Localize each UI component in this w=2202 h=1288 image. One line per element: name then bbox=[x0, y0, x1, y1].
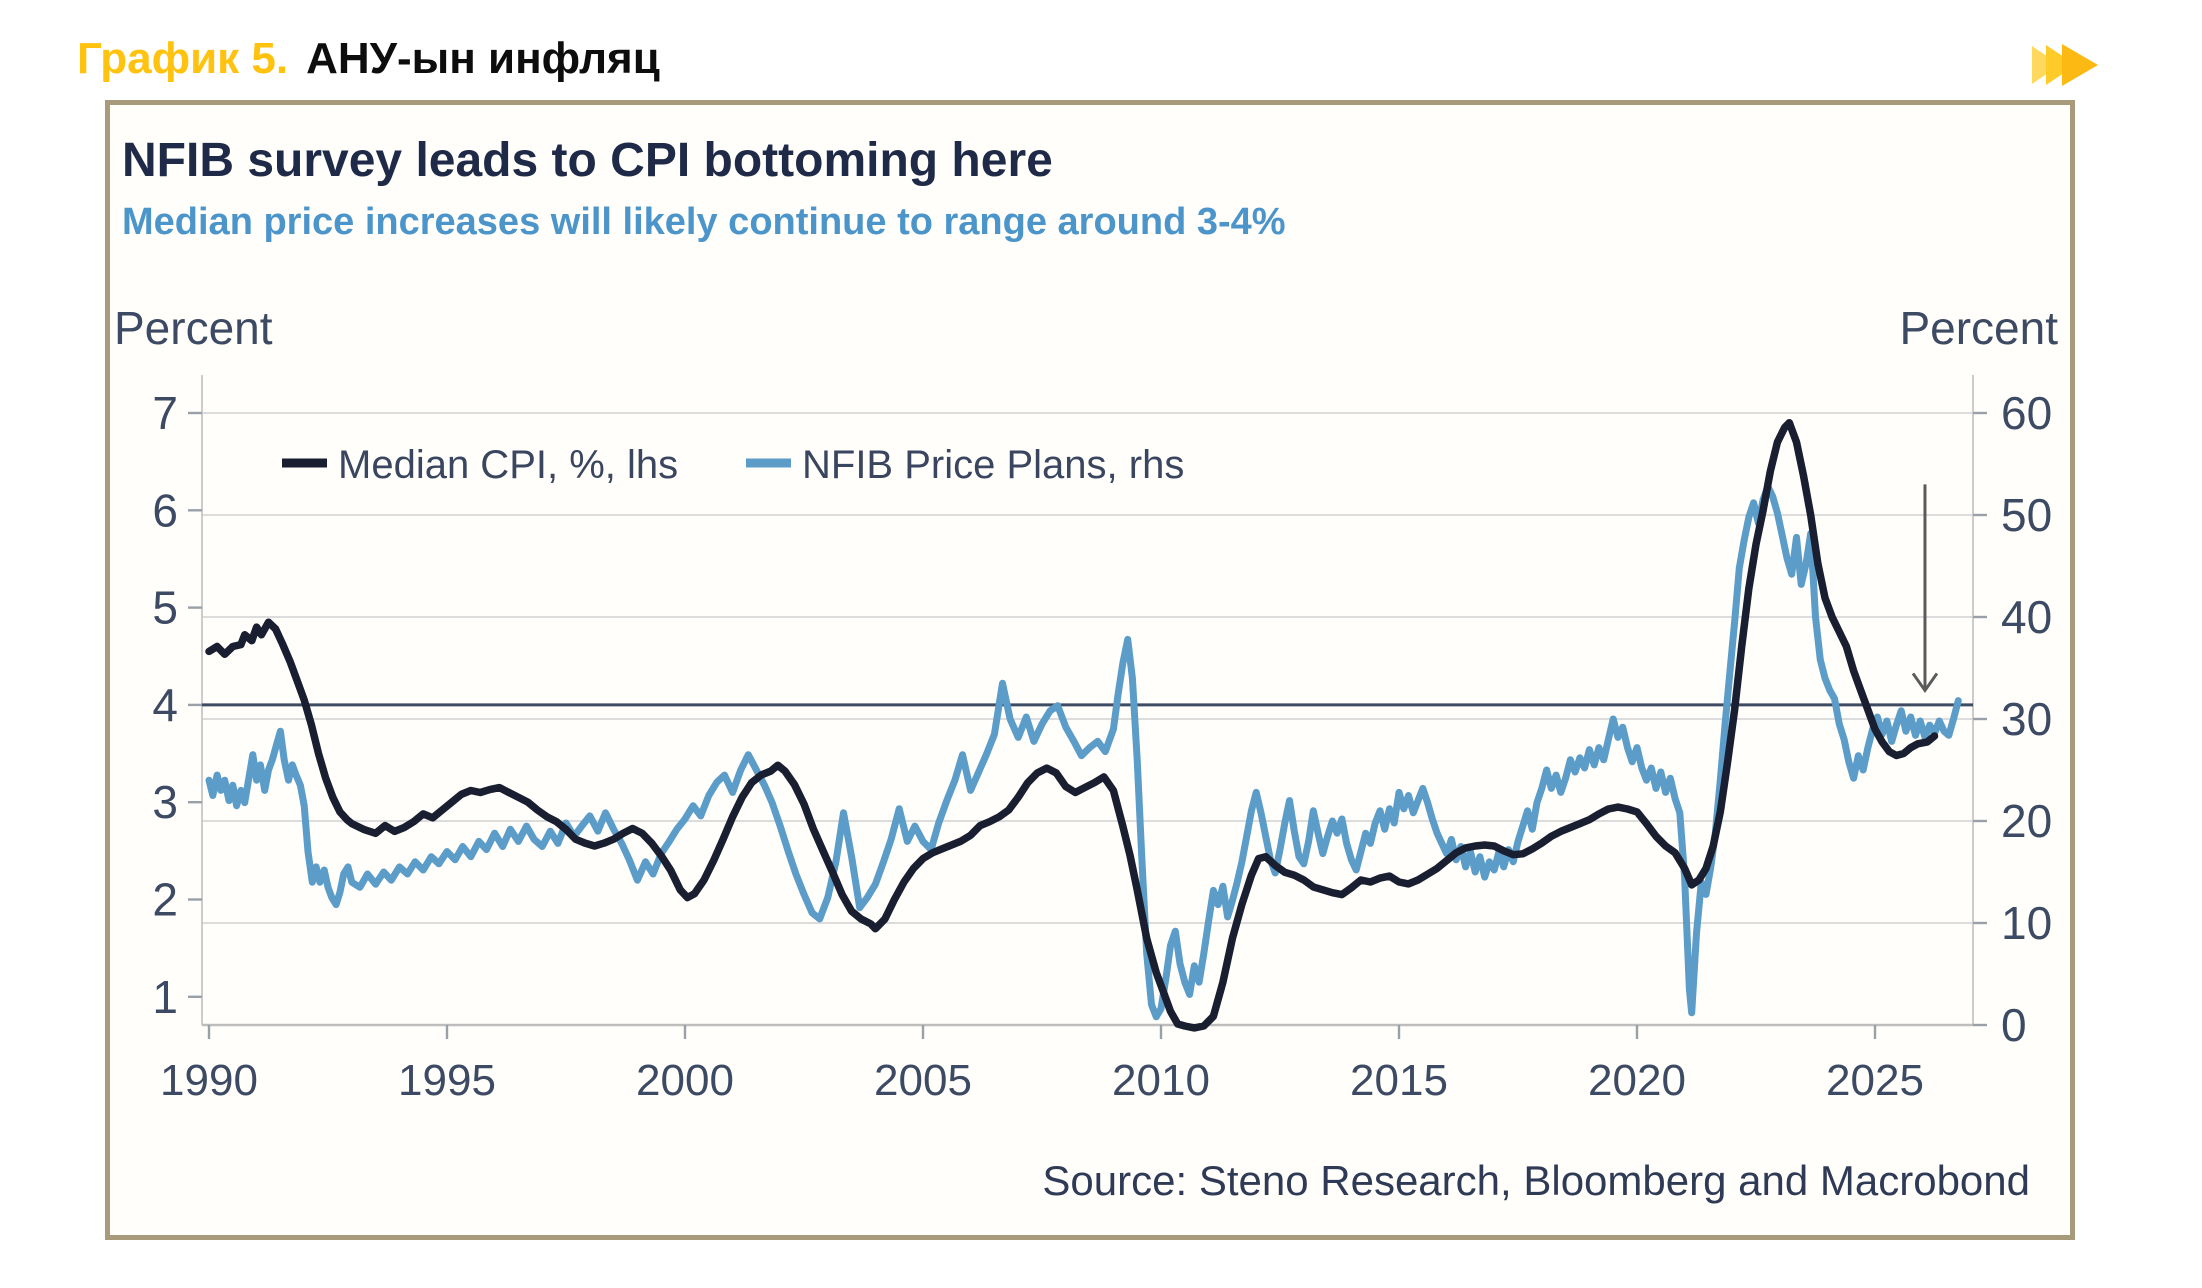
left-axis-tick-label: 1 bbox=[152, 971, 178, 1023]
right-axis-tick-label: 60 bbox=[2001, 387, 2052, 439]
left-axis-tick-label: 6 bbox=[152, 484, 178, 536]
x-axis-tick-label: 2000 bbox=[636, 1056, 734, 1105]
x-axis-tick-label: 1995 bbox=[398, 1056, 496, 1105]
x-axis-tick-label: 2010 bbox=[1112, 1056, 1210, 1105]
chart-subtitle: Median price increases will likely conti… bbox=[122, 201, 1286, 243]
left-axis-tick-label: 4 bbox=[152, 679, 178, 731]
x-axis-tick-label: 1990 bbox=[160, 1056, 258, 1105]
left-axis-tick-label: 7 bbox=[152, 387, 178, 439]
right-axis-tick-label: 20 bbox=[2001, 795, 2052, 847]
source-text: Source: Steno Research, Bloomberg and Ma… bbox=[1042, 1157, 2030, 1204]
right-axis-title: Percent bbox=[1899, 302, 2058, 354]
x-axis-tick-label: 2020 bbox=[1588, 1056, 1686, 1105]
right-axis-tick-label: 50 bbox=[2001, 489, 2052, 541]
right-axis-tick-label: 40 bbox=[2001, 591, 2052, 643]
chart-title: NFIB survey leads to CPI bottoming here bbox=[122, 134, 1053, 187]
left-axis-tick-label: 3 bbox=[152, 776, 178, 828]
left-axis-tick-label: 2 bbox=[152, 874, 178, 926]
figure-number-label: График 5. bbox=[77, 34, 289, 83]
chart-panel: 1 2 3 4 5 6 7 0 10 20 30 40 50 60 1990 1995 2000 2005 2010… bbox=[105, 100, 2075, 1240]
left-axis-tick-label: 5 bbox=[152, 582, 178, 634]
series-line-median-cpi bbox=[205, 418, 1939, 1032]
x-axis-tick-label: 2015 bbox=[1350, 1056, 1448, 1105]
page-header: График 5. АНУ-ын инфляц bbox=[77, 34, 660, 84]
chart-canvas: 1 2 3 4 5 6 7 0 10 20 30 40 50 60 1990 1995 2000 2005 2010… bbox=[152, 375, 2052, 1105]
right-axis-tick-label: 10 bbox=[2001, 897, 2052, 949]
series-line-nfib-price-plans bbox=[205, 482, 1962, 1021]
legend-label: NFIB Price Plans, rhs bbox=[802, 443, 1184, 487]
right-axis-tick-label: 0 bbox=[2001, 999, 2027, 1051]
legend-label: Median CPI, %, lhs bbox=[338, 443, 678, 487]
figure-title: АНУ-ын инфляц bbox=[306, 34, 660, 83]
x-axis-tick-label: 2025 bbox=[1826, 1056, 1924, 1105]
left-axis-title: Percent bbox=[114, 302, 273, 354]
fast-forward-icon[interactable] bbox=[2030, 42, 2104, 88]
annotation-arrow-head bbox=[1911, 672, 1939, 694]
right-axis-tick-label: 30 bbox=[2001, 693, 2052, 745]
x-axis-tick-label: 2005 bbox=[874, 1056, 972, 1105]
